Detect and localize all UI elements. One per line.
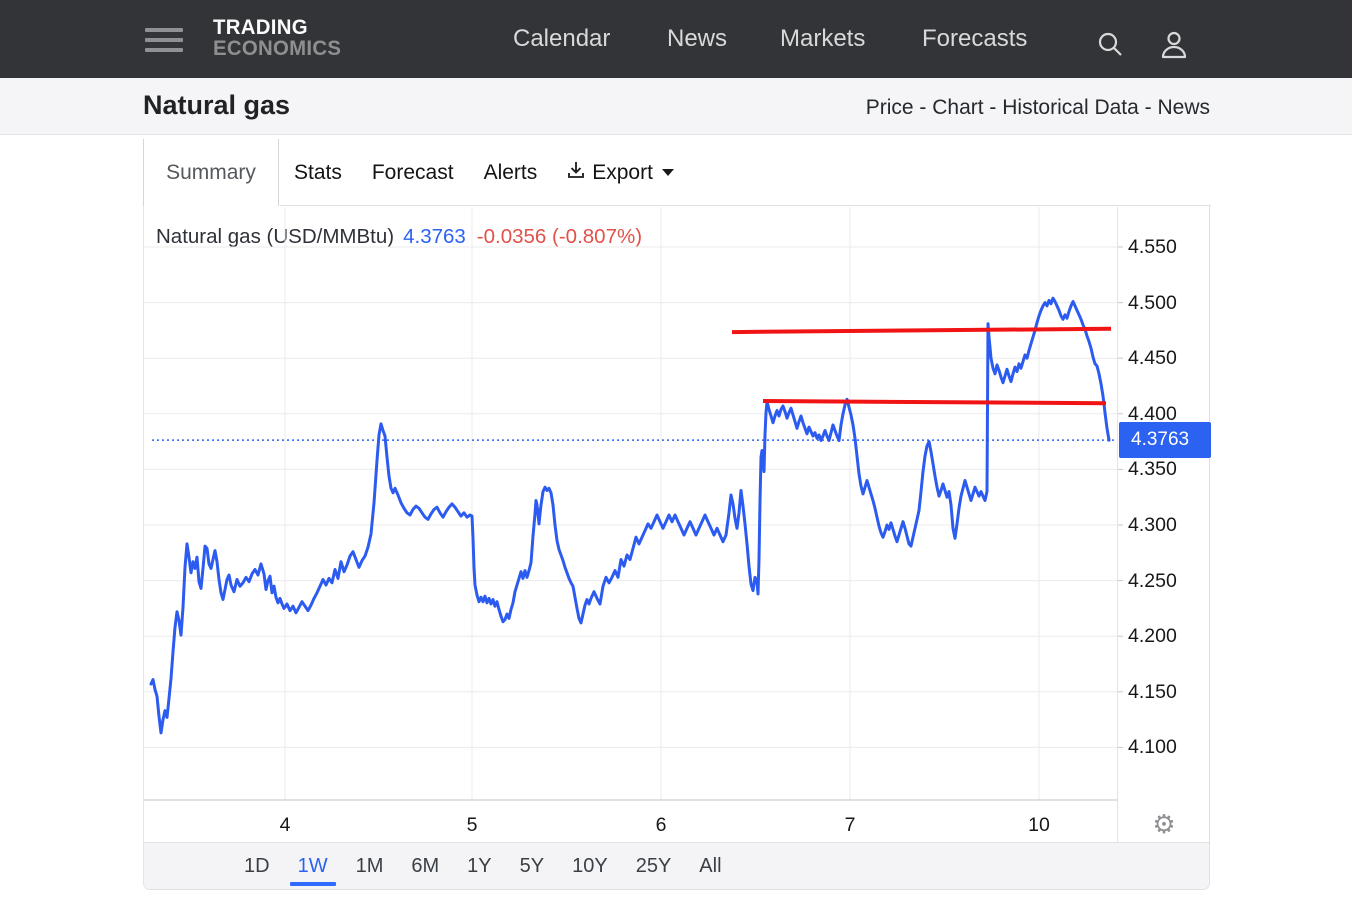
link-news[interactable]: News (1157, 96, 1210, 119)
nav-calendar[interactable]: Calendar (513, 25, 611, 52)
link-historical-data[interactable]: Historical Data (1002, 96, 1139, 119)
x-axis-tick-label: 5 (466, 814, 478, 836)
export-button[interactable]: Export (567, 160, 674, 186)
tab-stats[interactable]: Stats (294, 160, 342, 184)
x-axis-tick-label: 7 (844, 814, 856, 836)
user-account-icon[interactable] (1158, 30, 1188, 60)
range-option-10y[interactable]: 10Y (572, 855, 608, 877)
breadcrumb-links: Price - Chart - Historical Data - News (866, 96, 1210, 120)
y-axis-tick-label: 4.400 (1128, 402, 1177, 425)
link-price[interactable]: Price (865, 96, 914, 119)
range-option-5y[interactable]: 5Y (519, 855, 545, 877)
logo-line1: TRADING (213, 16, 308, 39)
tab-summary[interactable]: Summary (143, 139, 279, 206)
separator: - (1138, 96, 1158, 119)
resistance-line (731, 326, 1112, 335)
card-top-border (280, 205, 1211, 206)
separator: - (983, 96, 1003, 119)
chart-instrument-label: Natural gas (USD/MMBtu) (156, 225, 395, 248)
download-icon (567, 160, 585, 186)
chart-title-row: Natural gas (USD/MMBtu) 4.3763 -0.0356 (-0… (156, 225, 642, 249)
y-axis-tick-label: 4.200 (1128, 625, 1177, 648)
nav-news[interactable]: News (667, 25, 728, 52)
y-axis-tick-label: 4.300 (1128, 514, 1177, 536)
link-chart[interactable]: Chart (932, 96, 984, 119)
y-axis-tick-label: 4.450 (1128, 347, 1177, 370)
range-option-1m[interactable]: 1M (355, 855, 384, 877)
y-axis-tick-label: 4.550 (1128, 236, 1177, 258)
chevron-down-icon (661, 169, 674, 176)
range-option-1y[interactable]: 1Y (467, 855, 492, 877)
chart-price-change: -0.0356 (-0.807%) (476, 225, 643, 248)
y-axis-tick-label: 4.250 (1128, 569, 1177, 592)
range-option-6m[interactable]: 6M (411, 855, 440, 877)
chart-card: Natural gas (USD/MMBtu) 4.3763 -0.0356 (-0… (143, 205, 1211, 890)
x-axis-tick-label: 10 (1028, 814, 1050, 836)
search-icon[interactable] (1095, 30, 1125, 60)
tab-forecast[interactable]: Forecast (371, 160, 454, 184)
instrument-header: Natural gas Price - Chart - Historical D… (0, 78, 1352, 135)
top-navigation: TRADING ECONOMICS Calendar News Markets … (0, 0, 1352, 78)
range-option-1w[interactable]: 1W (289, 844, 336, 888)
last-price-badge: 4.3763 (1119, 422, 1211, 459)
page-title: Natural gas (143, 90, 291, 120)
range-selector: 1D 1W 1M 6M 1Y 5Y 10Y 25Y All (144, 842, 1209, 889)
price-chart[interactable] (144, 206, 1211, 846)
price-line-series (149, 296, 1111, 735)
y-axis-tick-label: 4.350 (1128, 458, 1177, 481)
nav-markets[interactable]: Markets (780, 25, 866, 52)
x-axis-tick-label: 6 (655, 814, 667, 836)
logo[interactable]: TRADING ECONOMICS (213, 17, 341, 59)
y-axis-tick-label: 4.100 (1128, 736, 1177, 759)
hamburger-menu-icon[interactable] (145, 28, 183, 52)
resistance-line (762, 399, 1107, 406)
tab-alerts[interactable]: Alerts (483, 160, 538, 184)
chart-last-price: 4.3763 (403, 225, 466, 248)
range-option-25y[interactable]: 25Y (635, 855, 672, 877)
separator: - (913, 96, 933, 119)
nav-forecasts[interactable]: Forecasts (922, 25, 1028, 52)
settings-gear-icon[interactable]: ⚙ (1142, 804, 1186, 846)
range-option-1d[interactable]: 1D (244, 855, 270, 877)
y-axis-tick-label: 4.150 (1128, 680, 1177, 703)
x-axis-tick-label: 4 (279, 814, 291, 836)
tab-bar: Summary Stats Forecast Alerts Export (143, 139, 1210, 206)
y-axis-tick-label: 4.500 (1128, 291, 1177, 314)
logo-line2: ECONOMICS (213, 37, 342, 60)
range-option-all[interactable]: All (699, 855, 722, 877)
export-label: Export (592, 160, 653, 184)
